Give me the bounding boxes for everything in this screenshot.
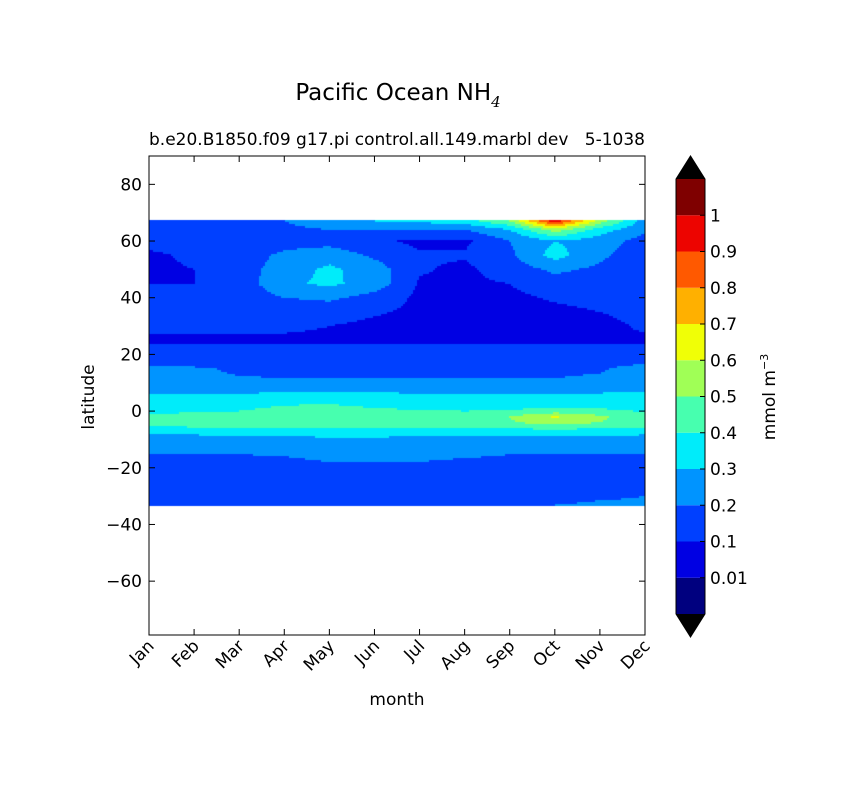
colorbar-segment	[676, 179, 705, 216]
x-axis-label: month	[369, 690, 424, 710]
x-tick-label: Jan	[125, 636, 158, 669]
colorbar-tick-label: 0.1	[710, 533, 737, 553]
colorbar-label-superscript: −3	[758, 354, 771, 370]
x-tick-label: Feb	[168, 636, 203, 671]
colorbar-label: mmol m−3	[758, 354, 780, 440]
plot-area	[149, 156, 645, 635]
colorbar-segment	[676, 432, 705, 469]
x-tick-label: Jun	[350, 636, 384, 670]
colorbar-segment	[676, 469, 705, 506]
x-tick-label: Nov	[572, 636, 610, 674]
colorbar-segment	[676, 505, 705, 542]
x-tick-label: Sep	[482, 636, 519, 673]
chart-title-text: Pacific Ocean NH	[295, 80, 491, 106]
colorbar-tick-label: 0.7	[710, 315, 737, 335]
chart-title: Pacific Ocean NH4	[295, 80, 500, 111]
colorbar-over-arrow	[676, 156, 705, 179]
colorbar-under-arrow	[676, 614, 705, 637]
x-tick-label: Aug	[437, 636, 475, 674]
colorbar-tick-label: 0.2	[710, 496, 737, 516]
colorbar-tick-label: 0.9	[710, 243, 737, 263]
plot-frame	[148, 155, 646, 636]
y-axis-label: latitude	[79, 364, 99, 429]
y-tick-label: 40	[120, 289, 142, 309]
x-tick-label: May	[300, 636, 339, 675]
y-tick-label: −60	[106, 572, 142, 592]
y-tick-label: 80	[120, 175, 142, 195]
colorbar-tick-label: 0.5	[710, 388, 737, 408]
x-tick-label: Jul	[400, 636, 429, 665]
colorbar-segment	[676, 251, 705, 288]
colorbar-segment	[676, 324, 705, 361]
y-tick-label: 20	[120, 345, 142, 365]
colorbar-tick-label: 0.8	[710, 279, 737, 299]
chart-title-subscript: 4	[490, 93, 501, 111]
colorbar-tick-label: 0.01	[710, 569, 748, 589]
y-tick-label: 60	[120, 232, 142, 252]
y-tick-label: 0	[131, 402, 142, 422]
contour-field	[149, 156, 645, 635]
x-tick-label: Mar	[212, 636, 249, 673]
x-tick-label: Oct	[529, 636, 564, 671]
colorbar-tick-label: 1	[710, 206, 721, 226]
colorbar-tick-label: 0.3	[710, 460, 737, 480]
y-tick-label: −40	[106, 515, 142, 535]
y-axis: 80 60 40 20 0 −20 −40 −60	[106, 175, 645, 592]
chart-subtitle-right: 5-1038	[585, 130, 645, 150]
chart-subtitle-left: b.e20.B1850.f09 g17.pi control.all.149.m…	[149, 130, 568, 150]
colorbar-segment	[676, 396, 705, 433]
colorbar-segment	[676, 287, 705, 324]
y-tick-label: −20	[106, 459, 142, 479]
colorbar-outline	[675, 155, 706, 638]
colorbar-label-text: mmol m	[760, 370, 780, 440]
x-tick-label: Apr	[259, 636, 294, 671]
colorbar-tick-label: 0.4	[710, 424, 737, 444]
colorbar-segment	[676, 215, 705, 252]
colorbar-segment	[676, 541, 705, 578]
colorbar: 0.01 0.1 0.2 0.3 0.4 0.5 0.6 0.7 0.8 0.9 1	[675, 155, 748, 638]
x-tick-label: Dec	[617, 636, 654, 673]
colorbar-tick-label: 0.6	[710, 351, 737, 371]
colorbar-segment	[676, 577, 705, 614]
colorbar-segment	[676, 360, 705, 397]
